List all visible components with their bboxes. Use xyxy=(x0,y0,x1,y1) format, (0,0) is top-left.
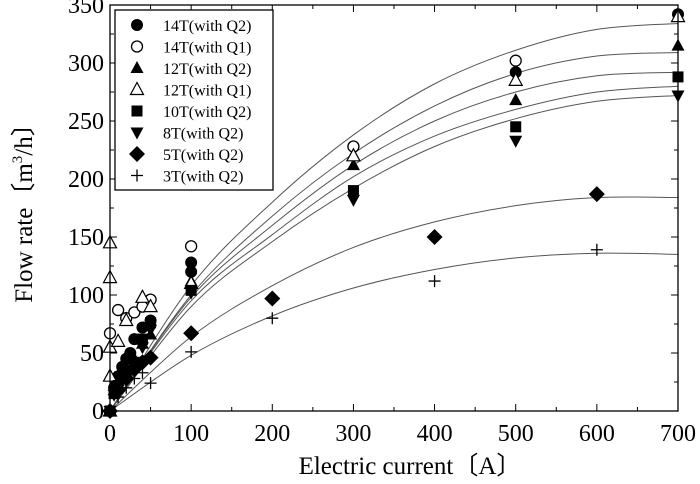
data-point xyxy=(264,290,281,307)
y-axis-title-superscript: 3 xyxy=(10,156,26,164)
fit-curve-4 xyxy=(109,85,679,412)
data-point xyxy=(144,377,157,390)
data-point xyxy=(509,54,522,67)
data-point xyxy=(128,306,141,319)
legend-marker xyxy=(129,146,145,162)
y-axis-title-tail: /h〕 xyxy=(10,111,38,155)
data-point xyxy=(136,333,148,345)
y-axis-title-main: Flow rate〔m xyxy=(10,163,38,303)
data-point xyxy=(426,229,443,245)
y-tick-label: 250 xyxy=(68,109,104,135)
x-tick-label: 600 xyxy=(579,421,615,447)
data-point xyxy=(134,289,150,303)
data-point xyxy=(143,298,159,313)
legend-marker xyxy=(130,40,144,53)
y-tick-label: 300 xyxy=(68,51,104,77)
y-tick-label: 200 xyxy=(68,167,104,193)
data-point xyxy=(184,287,198,300)
data-point xyxy=(183,325,200,342)
data-point xyxy=(428,275,441,288)
x-tick-label: 500 xyxy=(498,421,534,447)
data-point xyxy=(128,372,141,385)
axes: 0 100 200 300 400 500 600 700 0 50 100 150 200 250 300… xyxy=(68,0,696,447)
y-tick-label: 0 xyxy=(92,399,104,425)
data-point xyxy=(144,324,158,337)
data-point xyxy=(118,312,134,327)
legend-label: 3T(with Q2) xyxy=(163,169,243,186)
data-point xyxy=(135,342,149,355)
data-point xyxy=(266,312,279,325)
legend-marker xyxy=(129,81,145,96)
data-point xyxy=(118,370,135,387)
y-tick-label: 50 xyxy=(80,341,104,367)
legend-marker xyxy=(131,169,143,182)
data-point xyxy=(508,72,524,87)
data-point xyxy=(111,303,125,317)
legend-label: 12T(with Q1) xyxy=(163,83,251,100)
legend-marker xyxy=(130,61,144,73)
x-tick-label: 400 xyxy=(417,421,453,447)
legend: 14T(with Q2) 14T(with Q1) 12T(with Q2) 12T(… xyxy=(114,9,274,191)
legend-marker xyxy=(131,105,143,117)
data-point xyxy=(346,158,360,171)
data-point xyxy=(590,243,603,256)
x-tick-label: 700 xyxy=(660,421,696,447)
data-point xyxy=(145,317,157,329)
x-tick-label: 300 xyxy=(335,421,371,447)
y-tick-label: 350 xyxy=(68,0,104,19)
x-tick-label: 0 xyxy=(104,421,116,447)
x-tick-label: 200 xyxy=(254,421,290,447)
legend-label: 10T(with Q2) xyxy=(163,104,251,121)
legend-label: 5T(with Q2) xyxy=(163,147,243,164)
data-point xyxy=(120,381,133,394)
x-axis-title: Electric current〔A〕 xyxy=(299,452,522,479)
data-point xyxy=(184,240,198,253)
legend-label: 12T(with Q2) xyxy=(163,61,251,78)
legend-label: 14T(with Q2) xyxy=(163,18,251,35)
data-point xyxy=(346,194,360,207)
y-tick-label: 100 xyxy=(68,283,104,309)
legend-marker xyxy=(131,19,143,31)
data-point xyxy=(112,391,125,404)
fit-curve-5 xyxy=(109,94,679,412)
y-axis-title: Flow rate〔m3/h〕 xyxy=(10,111,38,303)
data-point xyxy=(347,185,359,197)
data-point xyxy=(510,121,522,133)
fit-curve-7 xyxy=(109,252,679,412)
series-8 xyxy=(104,243,603,417)
x-tick-label: 100 xyxy=(173,421,209,447)
legend-label: 8T(with Q2) xyxy=(163,126,243,143)
data-point xyxy=(110,382,127,399)
data-point xyxy=(142,349,159,366)
data-point xyxy=(110,333,126,347)
series-7 xyxy=(102,186,605,419)
data-point xyxy=(509,93,523,106)
y-tick-label: 150 xyxy=(68,225,104,251)
data-point xyxy=(345,147,361,162)
data-point xyxy=(185,256,198,269)
data-point xyxy=(136,366,149,379)
data-points xyxy=(102,8,686,419)
data-point xyxy=(185,265,198,278)
legend-box xyxy=(114,9,274,191)
legend-label: 14T(with Q1) xyxy=(163,40,251,57)
data-point xyxy=(509,135,523,148)
fit-curve-6 xyxy=(109,196,679,412)
data-point xyxy=(185,345,198,358)
legend-marker xyxy=(130,127,144,140)
data-point xyxy=(588,186,605,203)
